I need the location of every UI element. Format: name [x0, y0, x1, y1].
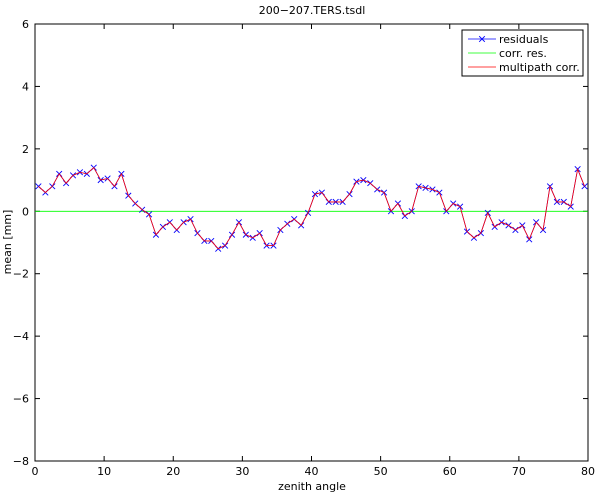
- y-axis: −8 −6 −4 −2 0 2 4 6: [13, 18, 588, 468]
- x-tick-label: 30: [235, 465, 249, 478]
- series-line-multipath-corr-: [38, 166, 585, 250]
- y-tick-label: 2: [22, 143, 29, 156]
- y-tick-label: −2: [13, 268, 29, 281]
- x-tick-label: 70: [512, 465, 526, 478]
- plot-area: [34, 23, 589, 462]
- series-layer: [34, 164, 589, 252]
- legend-label: residuals: [499, 33, 549, 46]
- x-tick-label: 80: [581, 465, 595, 478]
- x-axis-title: zenith angle: [278, 480, 346, 493]
- legend-marker: [478, 35, 486, 43]
- x-tick-label: 60: [443, 465, 457, 478]
- y-tick-label: −6: [13, 393, 29, 406]
- legend-label: multipath corr.: [499, 61, 580, 74]
- data-point: [581, 183, 588, 190]
- y-tick-label: −4: [13, 330, 29, 343]
- x-tick-label: 10: [97, 465, 111, 478]
- y-tick-label: −8: [13, 455, 29, 468]
- x-tick-label: 40: [305, 465, 319, 478]
- y-tick-label: 4: [22, 80, 29, 93]
- y-tick-label: 6: [22, 18, 29, 31]
- chart-title: 200−207.TERS.tsdl: [259, 4, 366, 17]
- legend-label: corr. res.: [499, 47, 547, 60]
- x-tick-label: 20: [166, 465, 180, 478]
- x-tick-label: 0: [32, 465, 39, 478]
- y-tick-label: 0: [22, 205, 29, 218]
- y-axis-title: mean [mm]: [1, 210, 14, 275]
- x-axis: 0 10 20 30 40 50 60 70 80: [32, 24, 595, 478]
- x-tick-label: 50: [374, 465, 388, 478]
